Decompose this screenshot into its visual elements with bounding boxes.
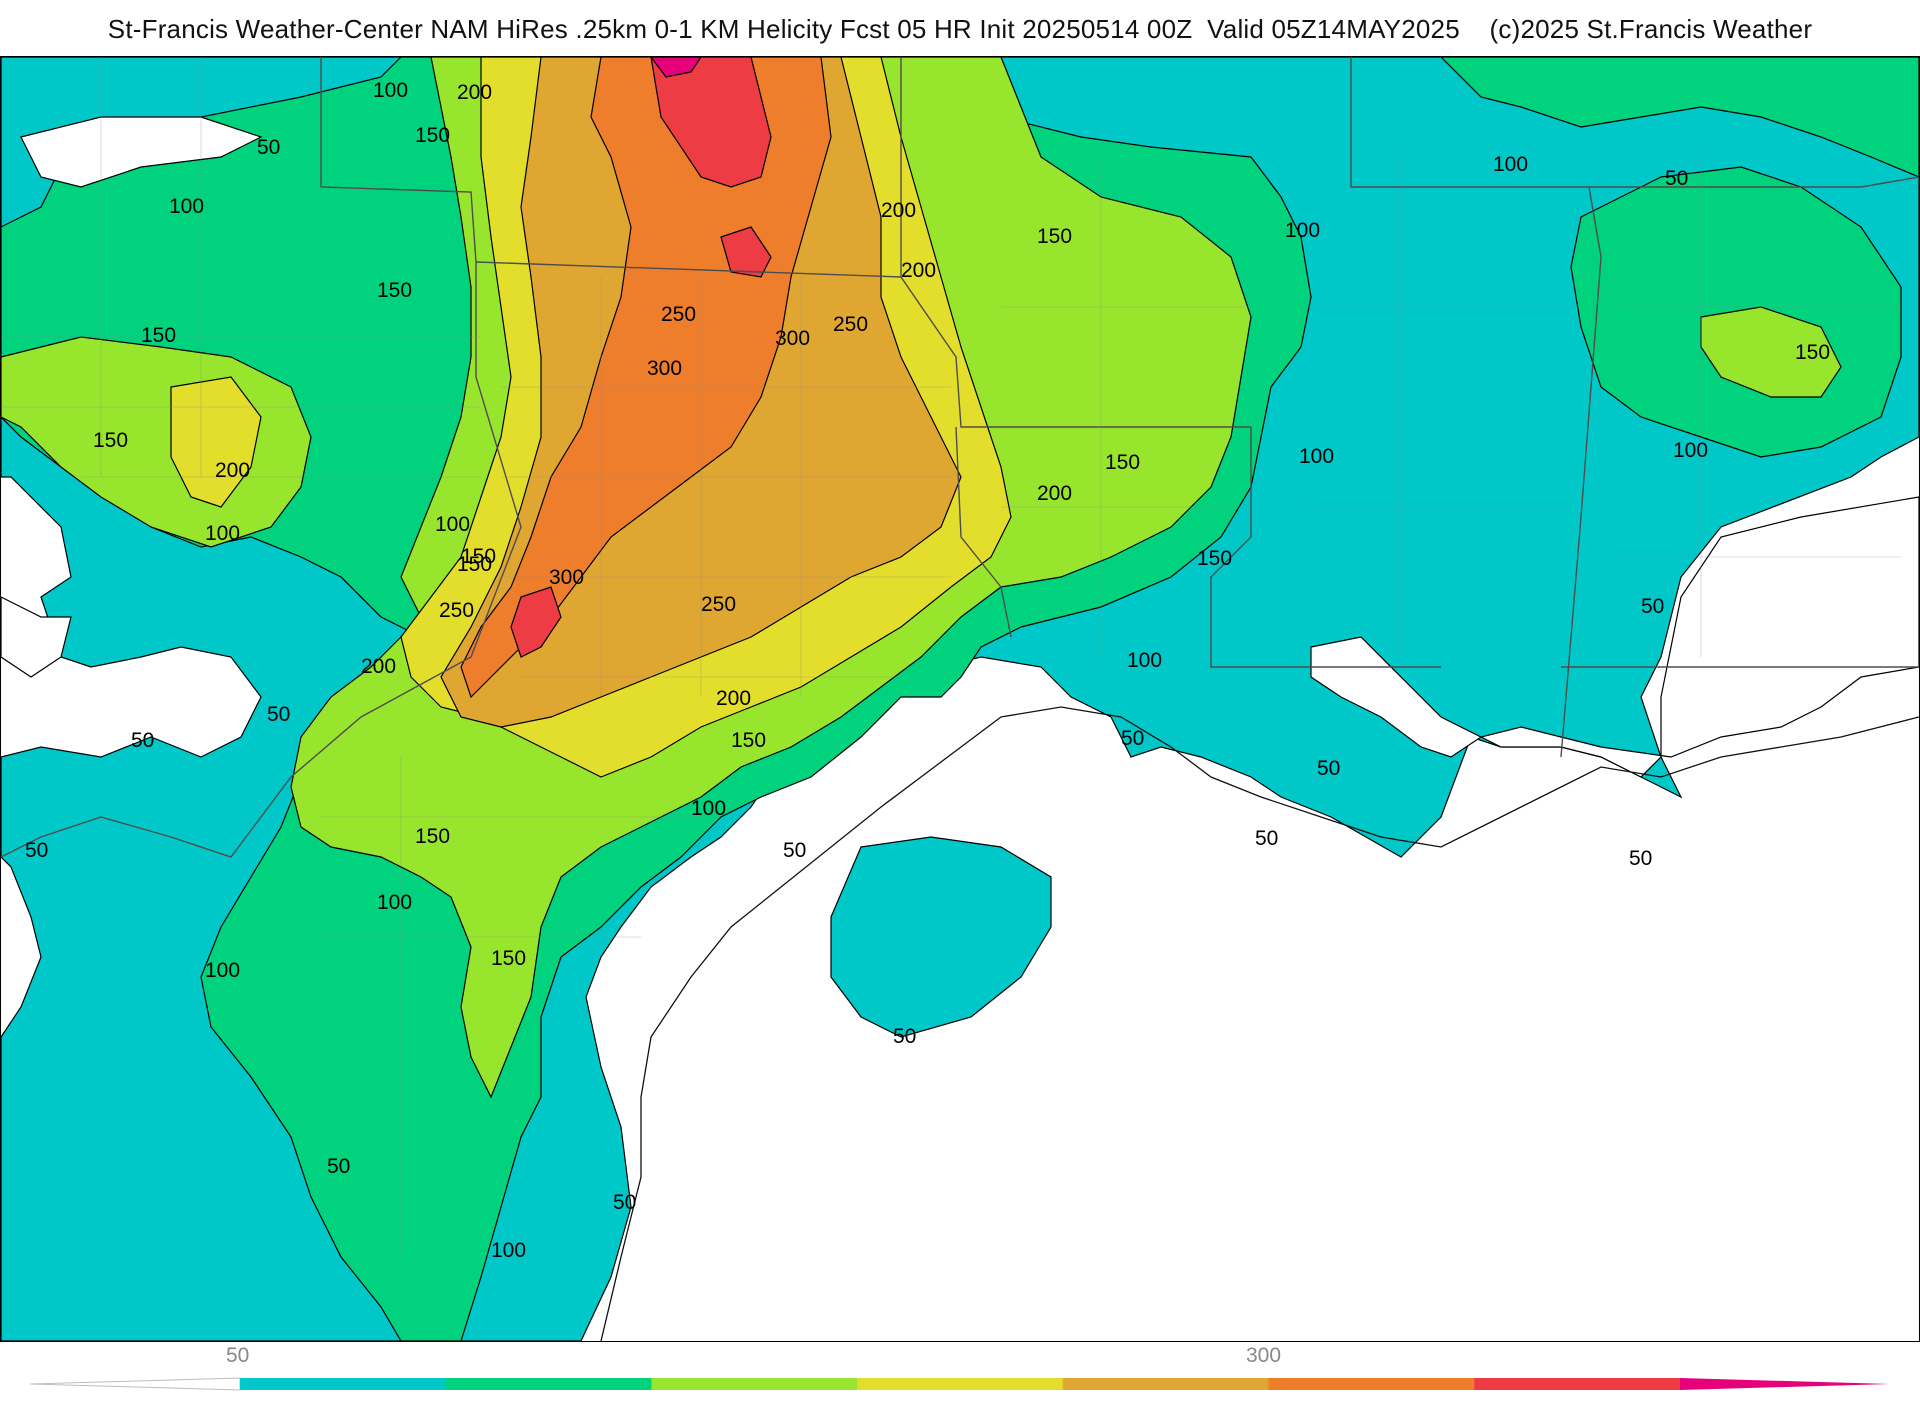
contour-label: 100 (1127, 649, 1162, 672)
colorbar-segments (240, 1378, 1681, 1390)
contour-label: 100 (373, 79, 408, 102)
colorbar-segment (857, 1378, 1064, 1390)
contour-label: 100 (205, 959, 240, 982)
coastline (600, 706, 1919, 1341)
contour-label: 250 (439, 599, 474, 622)
contour-label: 150 (1105, 451, 1140, 474)
contour-label: 150 (377, 279, 412, 302)
contour-label: 200 (1037, 482, 1072, 505)
contour-label: 50 (1317, 757, 1340, 780)
contour-label: 150 (1037, 225, 1072, 248)
contour-label: 150 (491, 947, 526, 970)
colorbar-segment (240, 1378, 447, 1390)
contour-label: 300 (775, 327, 810, 350)
contour-label: 250 (833, 313, 868, 336)
contour-label: 150 (1795, 341, 1830, 364)
contour-label: 100 (491, 1239, 526, 1262)
contour-label: 150 (731, 729, 766, 752)
colorbar-segment (445, 1378, 652, 1390)
contour-label: 50 (1121, 727, 1144, 750)
contour-label: 50 (257, 136, 280, 159)
band-100-east (1440, 57, 1919, 178)
colorbar-segment (1062, 1378, 1270, 1390)
contour-label: 50 (1629, 847, 1652, 870)
contour-label: 150 (461, 545, 496, 568)
contour-label: 200 (361, 655, 396, 678)
contour-label: 50 (25, 839, 48, 862)
contour-label: 50 (613, 1191, 636, 1214)
contour-label: 50 (1641, 595, 1664, 618)
contour-label: 250 (661, 303, 696, 326)
band-lt50-south (1310, 496, 1919, 778)
contour-label: 100 (691, 797, 726, 820)
contour-label: 50 (893, 1025, 916, 1048)
band-350 (650, 57, 772, 188)
contour-label: 200 (716, 687, 751, 710)
contour-label: 100 (169, 195, 204, 218)
band-400 (650, 57, 702, 78)
band-300 (460, 57, 832, 699)
colorbar: 50 300 (0, 1342, 1920, 1400)
contour-label: 100 (1299, 445, 1334, 468)
colorbar-segment (1268, 1378, 1475, 1390)
contour-label: 50 (1255, 827, 1278, 850)
contour-label: 50 (1665, 167, 1688, 190)
contour-label: 200 (881, 199, 916, 222)
county-lines (1, 57, 1901, 1257)
contour-label: 100 (1673, 439, 1708, 462)
contour-label: 50 (267, 703, 290, 726)
band-200-west (170, 376, 262, 508)
contour-label: 100 (1493, 153, 1528, 176)
contour-label: 100 (435, 513, 470, 536)
state-borders (1, 57, 1919, 858)
contour-label: 300 (549, 566, 584, 589)
colorbar-left-arrow (29, 1377, 241, 1391)
band-lt50-w (1, 596, 72, 678)
contour-label: 150 (415, 825, 450, 848)
contour-label: 150 (1197, 547, 1232, 570)
contour-label: 150 (415, 124, 450, 147)
band-350-c (510, 586, 562, 658)
band-150-se (1700, 306, 1842, 398)
contour-label: 50 (783, 839, 806, 862)
contour-label: 200 (457, 81, 492, 104)
contour-label: 150 (93, 429, 128, 452)
contour-label: 50 (131, 729, 154, 752)
contour-label: 200 (215, 459, 250, 482)
colorbar-segment (651, 1378, 858, 1390)
contour-label: 250 (701, 593, 736, 616)
helicity-map: 100 200 50 150 100 150 150 150 200 100 1… (0, 56, 1920, 1342)
band-350-b (720, 226, 772, 278)
colorbar-tick-label: 300 (1246, 1344, 1282, 1367)
band-50-gulf (830, 836, 1052, 1038)
contour-label: 150 (141, 324, 176, 347)
contour-label: 100 (1285, 219, 1320, 242)
contour-label: 100 (205, 522, 240, 545)
contour-label: 150 (457, 553, 492, 576)
contour-label: 300 (647, 357, 682, 380)
colorbar-tick-label: 50 (226, 1344, 250, 1367)
contour-label: 100 (377, 891, 412, 914)
contour-label: 200 (901, 259, 936, 282)
colorbar-segment (1474, 1378, 1681, 1390)
contour-labels: 100 200 50 150 100 150 150 150 200 100 1… (25, 79, 1830, 1262)
map-title: St-Francis Weather-Center NAM HiRes .25k… (107, 14, 1813, 44)
contour-label: 50 (327, 1155, 350, 1178)
colorbar-right-arrow (1680, 1378, 1890, 1390)
